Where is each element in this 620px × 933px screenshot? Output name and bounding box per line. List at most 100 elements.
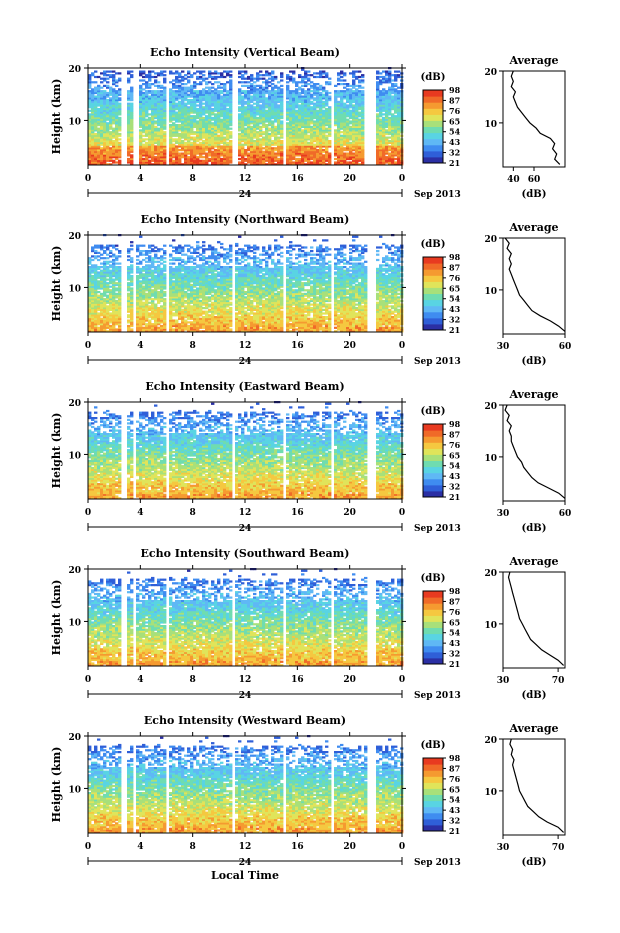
heatmap-cell [208,81,211,83]
heatmap-cell [244,128,247,130]
heatmap-cell [148,71,151,73]
heatmap-cell [280,88,283,90]
heatmap-cell [217,76,220,78]
heatmap-cell [115,85,118,87]
heatmap-cell [229,71,232,73]
heatmap-cell [106,99,109,101]
heatmap-cell [259,74,262,76]
heatmap-cell [220,158,223,160]
heatmap-cell [145,138,148,140]
heatmap-cell [274,76,277,78]
heatmap-cell [256,117,259,119]
heatmap-cell [184,87,187,89]
heatmap-cell [268,81,271,83]
heatmap-cell [205,78,208,80]
heatmap-cell [202,156,205,158]
heatmap-cell [199,90,202,92]
heatmap-cell [175,138,178,140]
heatmap-cell [139,79,142,81]
heatmap-cell [115,79,118,81]
heatmap-cell [151,83,154,85]
heatmap-cell [196,108,199,110]
heatmap-cell [193,81,196,83]
heatmap-cell [259,71,262,73]
heatmap-cell [253,78,256,80]
heatmap-cell [154,120,157,122]
heatmap-cell [265,97,268,99]
heatmap-cell [118,72,121,74]
heatmap-cell [262,151,265,153]
heatmap-cell [211,151,214,153]
heatmap-cell [148,113,151,115]
heatmap-cell [223,94,226,96]
heatmap-cell [94,96,97,98]
heatmap-cell [208,71,211,73]
heatmap-cell [259,104,262,106]
heatmap-cell [286,74,289,76]
heatmap-cell [214,88,217,90]
heatmap-cell [274,126,277,128]
heatmap-cell [100,72,103,74]
heatmap-cell [265,124,268,126]
heatmap-cell [106,122,109,124]
heatmap-cell [226,108,229,110]
heatmap-cell [253,85,256,87]
heatmap-cell [109,74,112,76]
heatmap-cell [220,90,223,92]
heatmap-cell [223,76,226,78]
heatmap-cell [109,147,112,149]
heatmap-cell [112,160,115,162]
heatmap-cell [181,76,184,78]
heatmap-cell [217,85,220,87]
heatmap-cell [205,87,208,89]
heatmap-cell [181,153,184,155]
heatmap-cell [184,78,187,80]
heatmap-cell [202,140,205,142]
heatmap-cell [238,113,241,115]
heatmap-cell [154,126,157,128]
heatmap-cell [184,103,187,105]
heatmap-cell [223,137,226,139]
heatmap-cell [229,74,232,76]
heatmap-cell [130,71,133,73]
heatmap-cell [244,81,247,83]
heatmap-cell [175,90,178,92]
heatmap-cell [271,140,274,142]
heatmap-cell [181,87,184,89]
heatmap-cell [181,140,184,142]
heatmap-cell [94,76,97,78]
heatmap-cell [211,72,214,74]
heatmap-cell [247,76,250,78]
heatmap-cell [109,71,112,73]
heatmap-cell [238,161,241,163]
heatmap-cell [157,90,160,92]
heatmap-cell [154,76,157,78]
heatmap-cell [190,115,193,117]
heatmap-cell [103,85,106,87]
heatmap-cell [178,72,181,74]
heatmap-cell [208,87,211,89]
heatmap-cell [277,137,280,139]
heatmap-cell [259,78,262,80]
heatmap-cell [229,140,232,142]
heatmap-cell [196,83,199,85]
heatmap-cell [292,161,295,163]
heatmap-cell [148,96,151,98]
heatmap-cell [88,113,91,115]
heatmap-cell [241,85,244,87]
heatmap-cell [241,144,244,146]
heatmap-cell [277,158,280,160]
heatmap-cell [145,90,148,92]
heatmap-cell [280,120,283,122]
heatmap-cell [202,103,205,105]
heatmap-cell [268,85,271,87]
heatmap-cell [157,85,160,87]
heatmap-cell [262,81,265,83]
heatmap-cell [238,106,241,108]
heatmap-cell [112,128,115,130]
heatmap-cell [172,122,175,124]
heatmap-cell [211,83,214,85]
heatmap-cell [187,79,190,81]
heatmap-cell [211,122,214,124]
heatmap-cell [196,156,199,158]
